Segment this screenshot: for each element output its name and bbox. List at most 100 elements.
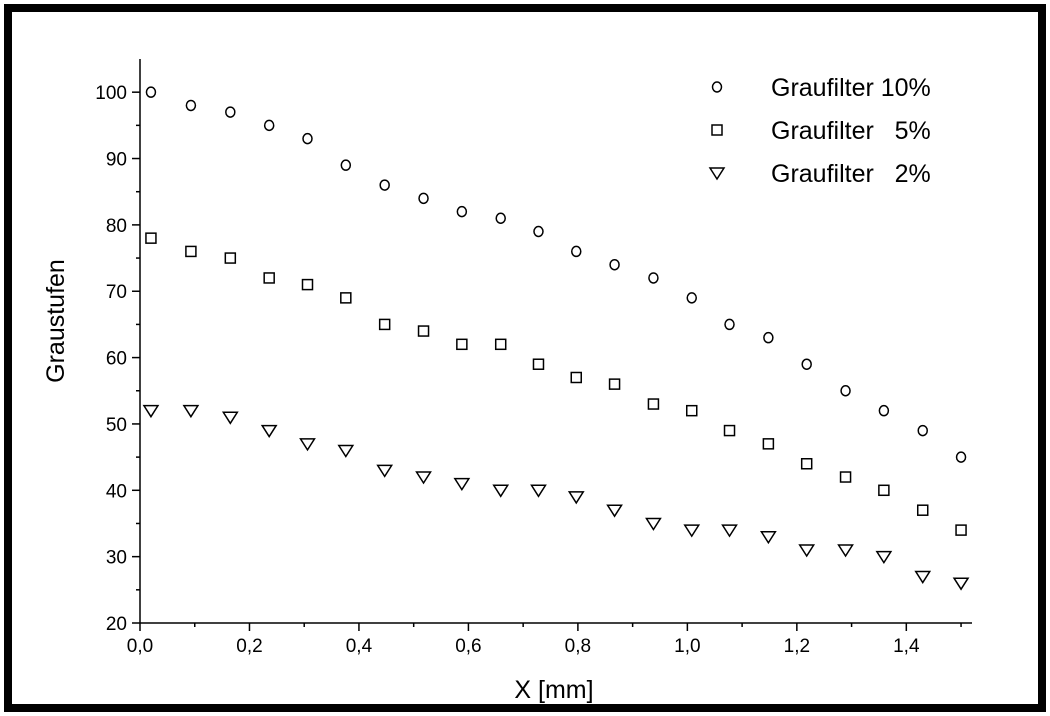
legend-marker-circle bbox=[711, 81, 723, 93]
y-tick-label: 20 bbox=[106, 614, 127, 635]
point-square bbox=[608, 378, 621, 390]
point-triangle bbox=[415, 471, 432, 485]
y-tick-label: 70 bbox=[106, 282, 127, 303]
point-square bbox=[494, 338, 507, 351]
y-tick-label: 50 bbox=[106, 415, 127, 436]
point-circle bbox=[648, 272, 659, 284]
point-triangle bbox=[299, 438, 316, 452]
y-tick-label: 90 bbox=[106, 150, 127, 171]
point-square bbox=[378, 318, 391, 331]
point-circle bbox=[456, 205, 468, 218]
point-circle bbox=[840, 385, 851, 397]
point-circle bbox=[609, 258, 620, 271]
point-triangle bbox=[221, 411, 239, 425]
legend-label: Graufilter 10% bbox=[771, 74, 931, 102]
y-axis-title: Graustufen bbox=[42, 259, 70, 383]
point-square bbox=[647, 398, 660, 410]
point-triangle bbox=[530, 484, 547, 498]
point-triangle bbox=[914, 570, 932, 584]
chart-frame bbox=[4, 4, 1046, 712]
x-tick-label: 0,6 bbox=[455, 636, 481, 657]
point-triangle bbox=[453, 477, 471, 492]
point-square bbox=[878, 484, 890, 497]
point-triangle bbox=[376, 464, 394, 478]
x-tick-label: 1,2 bbox=[784, 636, 810, 657]
point-circle bbox=[571, 245, 582, 258]
point-triangle bbox=[952, 577, 970, 591]
point-circle bbox=[340, 159, 352, 171]
point-square bbox=[839, 471, 852, 483]
point-circle bbox=[955, 451, 967, 463]
point-circle bbox=[418, 192, 429, 205]
point-square bbox=[456, 338, 468, 351]
point-triangle bbox=[721, 524, 738, 538]
point-square bbox=[723, 424, 736, 437]
point-circle bbox=[917, 424, 928, 437]
point-triangle bbox=[645, 517, 662, 531]
y-tick-label: 80 bbox=[106, 216, 127, 237]
point-square bbox=[532, 358, 545, 370]
point-square bbox=[570, 371, 583, 384]
point-circle bbox=[495, 212, 506, 224]
point-circle bbox=[185, 99, 197, 112]
point-circle bbox=[724, 318, 735, 331]
point-circle bbox=[302, 132, 313, 145]
point-square bbox=[916, 504, 929, 516]
point-square bbox=[185, 245, 197, 258]
point-triangle bbox=[683, 524, 701, 538]
series-1 bbox=[145, 86, 967, 463]
data-points bbox=[142, 86, 970, 591]
legend-label: Graufilter 2% bbox=[771, 160, 931, 188]
point-triangle bbox=[837, 544, 854, 558]
point-circle bbox=[763, 331, 774, 344]
point-square bbox=[417, 325, 430, 337]
legend-marker-square bbox=[711, 124, 723, 136]
point-circle bbox=[263, 119, 275, 132]
x-tick-label: 0,0 bbox=[127, 636, 153, 657]
point-square bbox=[301, 278, 314, 291]
point-triangle bbox=[567, 491, 585, 505]
point-triangle bbox=[606, 504, 623, 518]
point-square bbox=[800, 458, 813, 470]
legend-item: Graufilter 10% bbox=[711, 74, 931, 102]
x-tick-label: 0,4 bbox=[346, 636, 373, 657]
point-circle bbox=[878, 404, 890, 417]
point-square bbox=[762, 438, 775, 450]
x-axis-title: X [mm] bbox=[514, 676, 593, 704]
y-tick-label: 30 bbox=[106, 548, 127, 569]
point-triangle bbox=[182, 404, 200, 419]
y-tick-label: 40 bbox=[106, 481, 127, 502]
point-circle bbox=[225, 106, 236, 118]
series-3 bbox=[142, 404, 970, 591]
point-triangle bbox=[875, 550, 893, 565]
point-circle bbox=[801, 358, 812, 370]
point-circle bbox=[145, 86, 157, 98]
point-square bbox=[263, 272, 275, 284]
legend-label: Graufilter 5% bbox=[771, 117, 931, 145]
x-tick-label: 0,8 bbox=[565, 636, 591, 657]
y-tick-label: 60 bbox=[106, 349, 127, 370]
point-square bbox=[145, 232, 157, 244]
legend-item: Graufilter 2% bbox=[708, 160, 931, 188]
x-tick-label: 1,4 bbox=[893, 636, 920, 657]
point-triangle bbox=[760, 530, 777, 545]
point-square bbox=[955, 524, 967, 536]
y-tick-label: 100 bbox=[95, 83, 127, 104]
series-2 bbox=[145, 232, 967, 536]
point-circle bbox=[533, 225, 544, 238]
point-triangle bbox=[337, 444, 355, 458]
point-square bbox=[340, 292, 352, 304]
point-triangle bbox=[260, 424, 278, 438]
point-triangle bbox=[492, 484, 510, 498]
x-tick-label: 0,2 bbox=[236, 636, 262, 657]
x-tick-label: 1,0 bbox=[674, 636, 700, 657]
legend-item: Graufilter 5% bbox=[711, 117, 931, 145]
point-square bbox=[685, 404, 698, 417]
point-square bbox=[224, 252, 237, 264]
legend-marker-triangle bbox=[708, 167, 726, 181]
axes: 20 30 40 50 60 70 80 90 100 0,0 0,2 0,4 0,6 0,8 1,0 1,2… bbox=[95, 59, 972, 657]
point-circle bbox=[379, 179, 390, 191]
point-triangle bbox=[142, 404, 160, 419]
point-triangle bbox=[798, 544, 816, 558]
